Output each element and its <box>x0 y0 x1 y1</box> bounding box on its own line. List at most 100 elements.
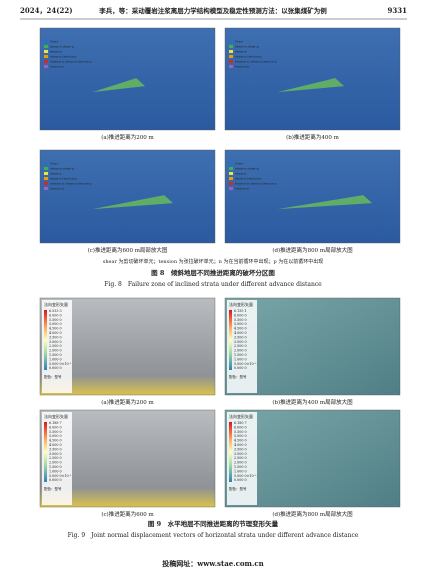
legend-label: shear-n shear-p <box>50 45 74 49</box>
simulation-image <box>224 27 401 131</box>
panel-label: (b)推进距离为400 m <box>286 133 340 141</box>
legend-swatch <box>229 60 233 63</box>
legend-swatch <box>229 187 233 190</box>
legend-value: 6.533 3 <box>49 309 62 313</box>
legend-value: 4.500 0 <box>49 327 62 331</box>
legend-value: 2.500 0 <box>49 456 62 460</box>
panel-label: (a)推进距离为200 m <box>101 133 154 141</box>
legend-value: 6.000 0 <box>234 313 247 317</box>
legend-label: shear-n shear-p <box>50 167 74 171</box>
legend-value: 4.000 0 <box>234 443 247 447</box>
legend-value: 3.500 0 <box>49 447 62 451</box>
legend-swatch <box>229 177 233 180</box>
legend-label: shear-p tension-p <box>50 55 77 59</box>
legend-value: 1.000 0 <box>49 469 62 473</box>
legend-swatch <box>229 162 233 165</box>
legend-value: 2.000 0 <box>234 461 247 465</box>
legend-label: None <box>50 40 58 44</box>
color-bar <box>229 310 232 370</box>
panel-label: (d)推进距离为800 m局部放大图 <box>272 246 353 254</box>
legend-swatch <box>44 167 48 170</box>
legend-swatch <box>229 45 233 48</box>
legend-value: 6.000 0 <box>49 425 62 429</box>
legend-swatch <box>44 60 48 63</box>
legend-value: 2.000 0 <box>49 349 62 353</box>
legend-value: 1.000 0 <box>234 469 247 473</box>
legend-value: 5.000 0 <box>49 322 62 326</box>
legend-label: shear-p <box>235 50 246 54</box>
legend-swatch <box>44 50 48 53</box>
panel-label: (c)推进距离为600 m局部放大图 <box>88 246 168 254</box>
simulation-image <box>224 149 401 244</box>
simulation-image <box>39 149 216 244</box>
legend-value: 5.000 0 <box>234 322 247 326</box>
legend-value: 2.500 0 <box>49 344 62 348</box>
page-number: 9331 <box>388 6 408 15</box>
legend-label: shear-p <box>235 172 246 176</box>
legend-swatch <box>229 50 233 53</box>
header-title: 李兵，等：采动覆岩注浆离层力学结构模型及稳定性预测方法：以张集煤矿为例 <box>98 6 327 15</box>
legend-label: tension-p <box>50 187 64 191</box>
legend-label: shear-p <box>50 172 61 176</box>
legend-value: 2.500 0 <box>234 456 247 460</box>
legend-label: shear-p tension-p <box>235 177 262 181</box>
legend-label: tension-n shear-p tension-p <box>50 60 92 64</box>
legend-value: 2.000 0 <box>234 349 247 353</box>
legend-value: 1.500 0 <box>49 353 62 357</box>
legend-swatch <box>229 55 233 58</box>
legend-label: shear-n shear-p <box>235 167 259 171</box>
footer: 投稿网址：www.stae.com.cn <box>162 559 264 568</box>
legend-swatch <box>229 167 233 170</box>
legend-swatch <box>44 187 48 190</box>
legend-value: 1.000 0 <box>234 357 247 361</box>
legend-value: 3.000 0 <box>234 340 247 344</box>
legend-value: 4.000 0 <box>49 443 62 447</box>
legend-value: 5.000 0×10⁻¹ <box>234 362 257 366</box>
legend-value: 3.500 0 <box>234 335 247 339</box>
legend-value: 5.000 0×10⁻¹ <box>234 474 257 478</box>
color-bar <box>44 422 47 482</box>
legend-value: 2.500 0 <box>234 344 247 348</box>
panel-label: (a)推进距离为200 m <box>101 398 154 406</box>
legend-value: 0.000 0 <box>234 478 247 482</box>
legend-title: 法向变形矢量 <box>229 413 253 419</box>
legend-value: 3.500 0 <box>234 447 247 451</box>
legend-label: shear-p tension-p <box>235 55 262 59</box>
legend-label: shear-p <box>50 50 61 54</box>
legend-label: tension-n shear-p tension-p <box>50 182 92 186</box>
legend-value: 4.500 0 <box>234 327 247 331</box>
legend-value: 1.500 0 <box>234 465 247 469</box>
legend-swatch <box>229 182 233 185</box>
legend-label: tension-n shear-p tension-p <box>235 182 277 186</box>
legend-value: 6.180 7 <box>234 421 247 425</box>
legend-label: None <box>235 40 243 44</box>
legend-swatch <box>44 162 48 165</box>
legend-value: 1.000 0 <box>49 357 62 361</box>
legend-swatch <box>229 65 233 68</box>
caption-cn: 图 9 水平地层不同推进距离的节理变形矢量 <box>148 519 279 528</box>
legend-swatch <box>44 55 48 58</box>
legend-value: 5.500 0 <box>49 318 62 322</box>
legend-value: 3.000 0 <box>49 452 62 456</box>
legend-value: 6.188 7 <box>49 421 62 425</box>
failure-zone <box>92 78 145 93</box>
legend-swatch <box>44 182 48 185</box>
legend-label: shear-p tension-p <box>50 177 77 181</box>
legend-label: shear-n shear-p <box>235 45 259 49</box>
legend-value: 2.000 0 <box>49 461 62 465</box>
legend-value: 0.000 0 <box>49 366 62 370</box>
legend-label: None <box>235 162 243 166</box>
legend-value: 1.500 0 <box>49 465 62 469</box>
legend-label: tension-p <box>235 65 249 69</box>
legend-swatch <box>229 172 233 175</box>
panel-label: (d)推进距离为800 m局部放大图 <box>272 510 353 518</box>
color-bar <box>44 310 47 370</box>
legend-swatch <box>229 40 233 43</box>
legend-value: 3.500 0 <box>49 335 62 339</box>
legend-value: 3.000 0 <box>234 452 247 456</box>
legend-value: 5.000 0×10⁻¹ <box>49 362 72 366</box>
caption-cn: 图 8 倾斜地层不同推进距离的破坏分区图 <box>151 268 275 277</box>
legend-value: 5.000 0×10⁻¹ <box>49 474 72 478</box>
